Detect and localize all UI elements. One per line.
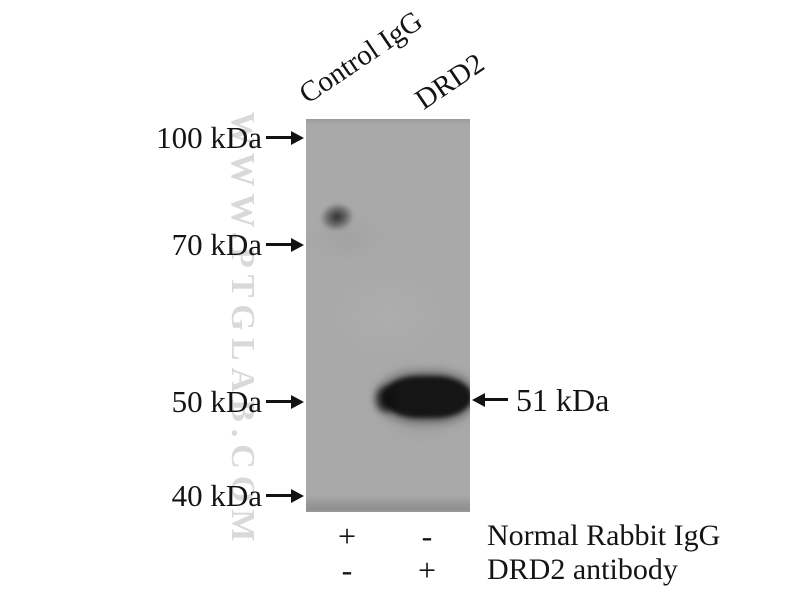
condition-sign-lane1-row2: -: [341, 552, 353, 588]
control-lane-nonspecific-spot: [317, 199, 357, 235]
band-size-label: 51 kDa: [516, 382, 610, 418]
condition-name-row1: Normal Rabbit IgG: [487, 519, 721, 552]
arrow-right-icon: [266, 237, 304, 252]
condition-name-row2: DRD2 antibody: [487, 553, 678, 586]
lane-label-drd2: DRD2: [409, 47, 491, 117]
drd2-band: [382, 376, 470, 418]
arrow-right-icon: [266, 130, 304, 145]
lane-label-control-igg: Control IgG: [293, 4, 429, 111]
marker-label-70kda: 70 kDa: [171, 227, 262, 262]
arrow-right-icon: [266, 394, 304, 409]
blot-membrane: [306, 119, 470, 512]
marker-label-40kda: 40 kDa: [171, 478, 262, 513]
marker-label-100kda: 100 kDa: [156, 120, 262, 155]
condition-sign-lane1-row1: +: [337, 518, 357, 554]
arrow-right-icon: [266, 488, 304, 503]
condition-sign-lane2-row1: -: [421, 518, 433, 554]
condition-sign-lane2-row2: +: [417, 552, 437, 588]
marker-label-50kda: 50 kDa: [171, 384, 262, 419]
arrow-left-icon: [472, 392, 508, 407]
